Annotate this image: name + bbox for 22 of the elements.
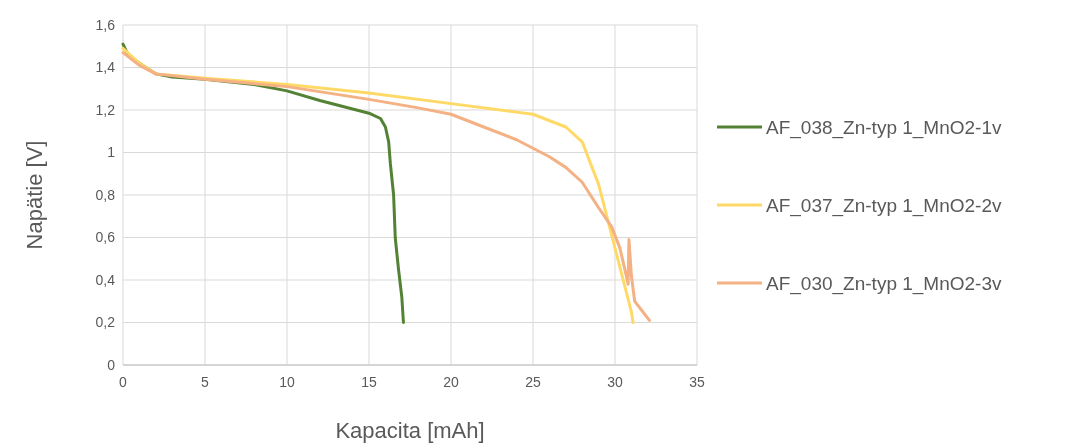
legend-label: AF_037_Zn-typ 1_MnO2-2v: [766, 194, 1003, 217]
y-tick-label: 0,4: [95, 271, 116, 288]
y-tick-label: 1,4: [95, 59, 116, 76]
y-tick-label: 0: [107, 356, 116, 373]
y-tick-label: 1,6: [95, 16, 116, 33]
y-tick-label: 0,6: [95, 229, 116, 246]
y-tick-label: 0,2: [95, 314, 116, 331]
x-tick-label: 10: [279, 374, 295, 390]
y-tick-label: 1: [107, 144, 116, 161]
x-tick-label: 15: [361, 374, 377, 390]
x-tick-label: 20: [443, 374, 459, 390]
legend-label: AF_038_Zn-typ 1_MnO2-1v: [766, 116, 1003, 139]
y-tick-label: 0,8: [95, 186, 116, 203]
x-tick-label: 0: [119, 374, 128, 390]
legend-label: AF_030_Zn-typ 1_MnO2-3v: [766, 272, 1003, 295]
x-tick-label: 35: [689, 374, 705, 390]
x-tick-label: 25: [525, 374, 541, 390]
x-tick-label: 5: [201, 374, 210, 390]
x-axis-title: Kapacita [mAh]: [335, 418, 485, 443]
y-axis-title: Napätie [V]: [22, 140, 47, 250]
y-tick-label: 1,2: [95, 101, 116, 118]
x-tick-label: 30: [607, 374, 623, 390]
